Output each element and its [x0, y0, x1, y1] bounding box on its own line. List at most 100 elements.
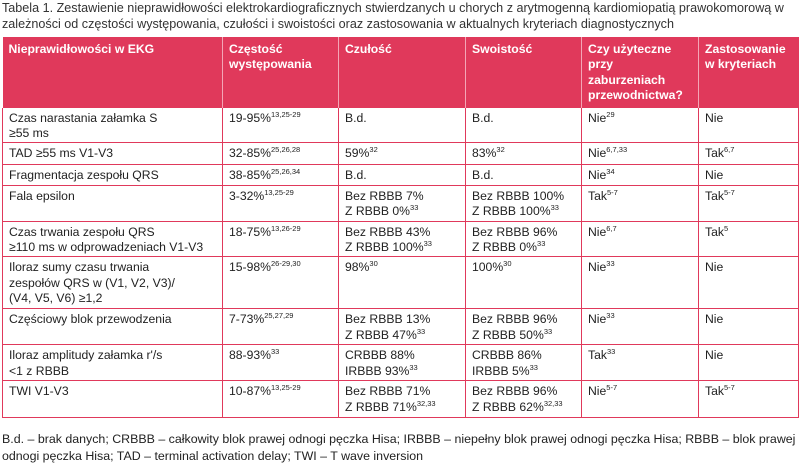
cell-text: Bez RBBB 13% [345, 312, 431, 327]
citation-superscript: 33 [606, 311, 615, 321]
table-row: Częściowy blok przewodzenia 7-73%25,27,29… [2, 308, 799, 346]
cell-line: 32-85%25,26,28 [229, 146, 332, 161]
cell-text: Tak [705, 224, 724, 239]
cell-text: B.d. [345, 110, 367, 125]
cell-line: Tak5-7 [705, 384, 792, 399]
cell-text: TWI V1-V3 [9, 384, 69, 399]
cell-line: Bez RBBB 7% [345, 189, 459, 204]
table-body: Czas narastania załamka S ≥55 ms 19-95%13,… [2, 107, 799, 419]
cell-text: Bez RBBB 100% [472, 188, 565, 203]
cell-text: Nie [705, 168, 724, 183]
cell-specificity: Bez RBBB 96% Z RBBB 0%33 [465, 221, 582, 258]
cell-line: Nie [705, 348, 792, 363]
cell-text: Z RBBB 47% [345, 327, 417, 342]
cell-text: Bez RBBB 71% [345, 384, 431, 399]
cell-sensitivity: 59%32 [338, 142, 466, 166]
cell-text: Nie [705, 260, 724, 275]
cell-text: IRBBB 93% [345, 363, 410, 378]
cell-text: Bez RBBB 96% [472, 312, 558, 327]
cell-text: Nie [588, 224, 607, 239]
table-header-row: Nieprawidłowości w EKG Częstość występow… [2, 37, 799, 108]
cell-line: TAD ≥55 ms V1-V3 [9, 146, 216, 161]
cell-line: 7-73%25,27,29 [229, 312, 332, 327]
cell-line: Nie6,7,33 [588, 146, 692, 161]
cell-line: B.d. [345, 168, 459, 183]
cell-conduction-usefulness: Nie33 [581, 308, 699, 346]
cell-text: 19-95% [229, 110, 272, 125]
cell-criteria-use: Nie [698, 344, 799, 382]
cell-text: zespołów QRS w (V1, V2, V3)/ [9, 275, 175, 290]
citation-superscript: 5-7 [723, 187, 735, 197]
cell-line: Czas narastania załamka S [9, 111, 216, 126]
citation-superscript: 32,33 [543, 398, 563, 408]
citation-superscript: 6,7,33 [606, 145, 628, 155]
cell-sensitivity: B.d. [338, 164, 466, 186]
citation-superscript: 33 [529, 362, 538, 372]
cell-line: Bez RBBB 100% [472, 189, 575, 204]
cell-line: Iloraz sumy czasu trwania [9, 260, 216, 275]
cell-line: 100%30 [472, 260, 575, 275]
cell-line: Tak5 [705, 223, 792, 240]
header-specificity: Swoistość [465, 37, 582, 108]
cell-line: Bez RBBB 96% [472, 225, 575, 240]
cell-text: Z RBBB 100% [345, 240, 424, 255]
cell-criteria-use: Tak5 [698, 221, 799, 258]
cell-frequency: 7-73%25,27,29 [222, 308, 339, 346]
citation-superscript: 33 [537, 239, 546, 249]
cell-criteria-use: Nie [698, 256, 799, 310]
citation-superscript: 5-7 [606, 383, 618, 393]
cell-text: 18-75% [229, 224, 272, 239]
table-row: Iloraz sumy czasu trwania zespołów QRS w … [2, 256, 799, 310]
cell-specificity: 83%32 [465, 142, 582, 166]
cell-text: Nie [588, 110, 607, 125]
cell-text: Nie [588, 146, 607, 161]
citation-superscript: 5 [723, 223, 729, 233]
cell-abnormality: Iloraz amplitudy załamka r'/s <1 z RBBB [2, 344, 223, 382]
cell-text: Z RBBB 62% [472, 399, 544, 414]
cell-line: 83%32 [472, 146, 575, 161]
cell-line: 15-98%26-29,30 [229, 260, 332, 275]
cell-line: Bez RBBB 43% [345, 225, 459, 240]
cell-text: 83% [472, 146, 497, 161]
cell-text: Z RBBB 0% [345, 204, 411, 219]
cell-frequency: 18-75%13,26-29 [222, 221, 339, 258]
cell-line: Fragmentacja zespołu QRS [9, 168, 216, 183]
cell-line: 98%30 [345, 260, 459, 275]
cell-line: Nie [705, 168, 792, 183]
cell-conduction-usefulness: Tak5-7 [581, 185, 699, 222]
cell-text: Iloraz sumy czasu trwania [9, 260, 150, 275]
cell-text: Nie [588, 260, 607, 275]
cell-text: ≥110 ms w odprowadzeniach V1-V3 [9, 240, 204, 255]
cell-line: <1 z RBBB [9, 364, 216, 379]
cell-text: CRBBB 88% [345, 348, 415, 363]
cell-frequency: 19-95%13,25-29 [222, 107, 339, 144]
cell-frequency: 10-87%13,25-29 [222, 380, 339, 419]
cell-specificity: 100%30 [465, 256, 582, 310]
cell-line: Z RBBB 47%33 [345, 328, 459, 343]
cell-line: Tak5-7 [588, 189, 692, 204]
citation-superscript: 26-29,30 [271, 259, 301, 269]
header-sensitivity: Czułość [338, 37, 466, 108]
citation-superscript: 29 [606, 109, 615, 119]
cell-specificity: Bez RBBB 96% Z RBBB 62%32,33 [465, 380, 582, 419]
cell-conduction-usefulness: Tak33 [581, 344, 699, 382]
cell-text: 10-87% [229, 384, 272, 399]
cell-line: ≥110 ms w odprowadzeniach V1-V3 [9, 240, 216, 255]
cell-criteria-use: Tak5-7 [698, 185, 799, 222]
cell-text: Nie [705, 348, 724, 363]
header-criteria-use: Zastosowanie w kryteriach [698, 37, 799, 108]
citation-superscript: 33 [550, 203, 559, 213]
cell-text: Bez RBBB 43% [345, 224, 431, 239]
cell-text: <1 z RBBB [9, 363, 69, 378]
cell-line: Z RBBB 100%33 [472, 204, 575, 219]
citation-superscript: 32 [369, 145, 378, 155]
cell-text: CRBBB 86% [472, 348, 542, 363]
cell-text: Bez RBBB 96% [472, 224, 558, 239]
cell-conduction-usefulness: Nie5-7 [581, 380, 699, 419]
cell-line: Iloraz amplitudy załamka r'/s [9, 348, 216, 363]
cell-frequency: 15-98%26-29,30 [222, 256, 339, 310]
cell-line: 3-32%13,25-29 [229, 189, 332, 204]
cell-line: Bez RBBB 71% [345, 384, 459, 399]
cell-sensitivity: Bez RBBB 43% Z RBBB 100%33 [338, 221, 466, 258]
citation-superscript: 13,25-29 [271, 383, 301, 393]
